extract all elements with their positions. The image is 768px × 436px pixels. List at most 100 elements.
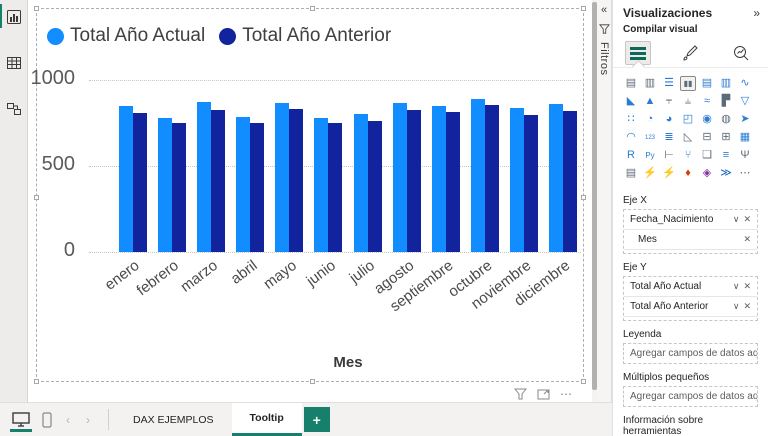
stacked-bar-icon[interactable]: ▤	[625, 77, 637, 89]
field-pill-fecha-nacimiento[interactable]: Fecha_Nacimiento ∨ ✕	[624, 210, 757, 230]
line-icon[interactable]: ∿	[740, 77, 750, 89]
python-icon[interactable]: Py	[645, 150, 655, 160]
eje-y-well[interactable]: Total Año Actual ∨ ✕ Total Año Anterior ∨ ✕	[623, 276, 758, 321]
bar-abril-anterior[interactable]	[250, 123, 265, 252]
resize-handle[interactable]	[581, 195, 586, 200]
data-view-button[interactable]	[0, 46, 28, 80]
page-tab-dax-ejemplos[interactable]: DAX EJEMPLOS	[133, 413, 214, 426]
filled-map-icon[interactable]: ◍	[721, 113, 731, 125]
chevron-down-icon[interactable]: ∨	[732, 214, 740, 224]
bar-enero-anterior[interactable]	[132, 113, 147, 252]
ribbon-icon[interactable]: ≈	[703, 95, 711, 107]
chevron-down-icon[interactable]: ∨	[732, 281, 740, 291]
stacked-column-icon[interactable]: ▥	[644, 77, 656, 89]
pie-icon[interactable]: ◔	[646, 113, 654, 125]
metrics-icon[interactable]: Ψ	[740, 149, 750, 161]
table-icon[interactable]: ⊞	[721, 131, 731, 143]
waterfall-icon[interactable]: ▛	[721, 95, 731, 107]
clustered-bar-icon[interactable]: ☰	[664, 77, 674, 89]
remove-field-icon[interactable]: ✕	[743, 281, 751, 291]
filters-pane-label[interactable]: Filtros	[598, 42, 610, 76]
kpi-icon[interactable]: ◺	[683, 131, 693, 143]
decomposition-tree-icon[interactable]: ⑂	[684, 149, 692, 161]
scrollbar-thumb[interactable]	[592, 2, 597, 390]
key-influencers-icon[interactable]: ⊢	[664, 149, 674, 161]
page-tab-tooltip[interactable]: Tooltip	[231, 403, 302, 436]
power-apps-icon[interactable]: ◈	[702, 167, 712, 179]
more-options-icon[interactable]: ⋯	[560, 387, 573, 401]
power-apps-card-icon[interactable]: ⚡	[643, 167, 657, 179]
resize-handle[interactable]	[34, 195, 39, 200]
build-visual-tab[interactable]	[625, 41, 651, 65]
stacked-column-100-icon[interactable]: ▥	[720, 77, 732, 89]
bar-marzo-anterior[interactable]	[210, 110, 225, 252]
bar-febrero-actual[interactable]	[157, 118, 172, 252]
field-pill-total-a-o-actual[interactable]: Total Año Actual ∨ ✕	[624, 277, 757, 297]
analytics-tab[interactable]	[728, 41, 754, 65]
multi-row-card-icon[interactable]: ≣	[664, 131, 674, 143]
canvas-scrollbar[interactable]	[592, 0, 597, 402]
bar-abril-actual[interactable]	[236, 117, 251, 252]
bar-julio-anterior[interactable]	[367, 121, 382, 252]
bar-junio-anterior[interactable]	[328, 123, 343, 252]
remove-field-icon[interactable]: ✕	[743, 301, 751, 311]
bar-septiembre-anterior[interactable]	[445, 112, 460, 252]
bar-noviembre-anterior[interactable]	[524, 115, 539, 252]
desktop-view-button[interactable]	[10, 403, 32, 436]
qa-icon[interactable]: ❑	[702, 149, 712, 161]
report-view-button[interactable]	[0, 0, 28, 34]
prev-page-arrow[interactable]: ‹	[66, 412, 70, 427]
map-icon[interactable]: ◉	[702, 113, 712, 125]
bar-octubre-anterior[interactable]	[485, 105, 500, 252]
bar-noviembre-actual[interactable]	[510, 108, 525, 252]
arcgis-map-icon[interactable]: ♦	[685, 167, 691, 179]
bar-mayo-actual[interactable]	[275, 103, 290, 252]
power-automate-icon[interactable]: ≫	[720, 167, 732, 179]
resize-handle[interactable]	[581, 379, 586, 384]
scatter-icon[interactable]: ∷	[627, 113, 635, 125]
field-pill-total-a-o-anterior[interactable]: Total Año Anterior ∨ ✕	[624, 297, 757, 317]
bar-julio-actual[interactable]	[353, 114, 368, 252]
leyenda-drop-area[interactable]: Agregar campos de datos aquí	[623, 343, 758, 364]
legend-item-anterior[interactable]: Total Año Anterior	[219, 25, 391, 47]
resize-handle[interactable]	[310, 379, 315, 384]
bar-marzo-actual[interactable]	[196, 102, 211, 252]
card-icon[interactable]: 123	[644, 134, 655, 141]
format-visual-tab[interactable]	[677, 41, 703, 65]
bar-enero-actual[interactable]	[118, 106, 133, 252]
eje-x-well[interactable]: Fecha_Nacimiento ∨ ✕ Mes ✕	[623, 209, 758, 254]
clustered-column-icon[interactable]: ▮▮	[680, 76, 696, 91]
report-canvas[interactable]: Total Año Actual Total Año Anterior 1000…	[28, 0, 592, 402]
bar-octubre-actual[interactable]	[471, 99, 486, 252]
multiplos-drop-area[interactable]: Agregar campos de datos aquí	[623, 386, 758, 407]
area-icon[interactable]: ◣	[626, 95, 636, 107]
bar-junio-actual[interactable]	[314, 118, 329, 252]
bar-diciembre-anterior[interactable]	[563, 111, 578, 252]
donut-icon[interactable]: ◕	[665, 113, 673, 125]
clustered-column-chart-visual[interactable]: Total Año Actual Total Año Anterior 1000…	[31, 6, 586, 400]
stacked-area-icon[interactable]: ▲	[644, 95, 656, 107]
remove-field-icon[interactable]: ✕	[743, 214, 751, 224]
field-pill-mes[interactable]: Mes ✕	[624, 230, 757, 250]
matrix-icon[interactable]: ▦	[739, 131, 751, 143]
slicer-icon[interactable]: ⊟	[702, 131, 712, 143]
new-page-button[interactable]: +	[303, 407, 330, 432]
line-stacked-column-icon[interactable]: ⫧	[665, 95, 673, 107]
bar-agosto-anterior[interactable]	[406, 110, 421, 252]
stacked-bar-100-icon[interactable]: ▤	[701, 77, 713, 89]
bar-septiembre-actual[interactable]	[431, 106, 446, 252]
smart-narrative-icon[interactable]: ≡	[722, 149, 730, 161]
model-view-button[interactable]	[0, 92, 28, 126]
dynamic-slicer-icon[interactable]: ⚡	[662, 167, 676, 179]
focus-mode-icon[interactable]	[537, 388, 550, 400]
treemap-icon[interactable]: ◰	[682, 113, 694, 125]
resize-handle[interactable]	[310, 6, 315, 11]
azure-map-icon[interactable]: ➤	[740, 113, 750, 125]
resize-handle[interactable]	[34, 379, 39, 384]
gauge-icon[interactable]: ◠	[626, 131, 636, 143]
line-clustered-column-icon[interactable]: ⫨	[684, 95, 692, 107]
next-page-arrow[interactable]: ›	[86, 412, 90, 427]
remove-field-icon[interactable]: ✕	[743, 234, 751, 244]
chevron-down-icon[interactable]: ∨	[732, 301, 740, 311]
bar-agosto-actual[interactable]	[392, 103, 407, 252]
